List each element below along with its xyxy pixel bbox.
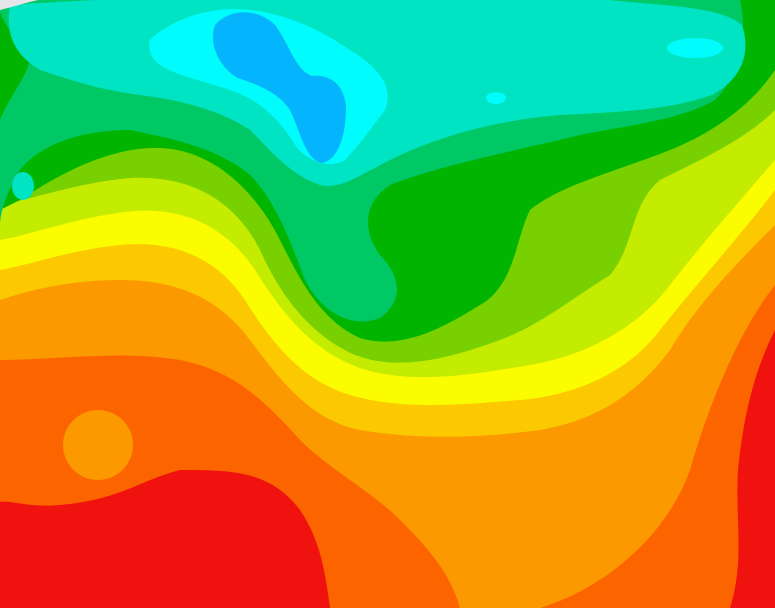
cyan-speck-mid [486,92,506,104]
corner-gap [0,0,38,10]
turquoise-island [12,172,34,200]
band-lowest [212,12,346,163]
orange-spot [63,410,133,480]
cyan-speck-right [667,38,723,58]
